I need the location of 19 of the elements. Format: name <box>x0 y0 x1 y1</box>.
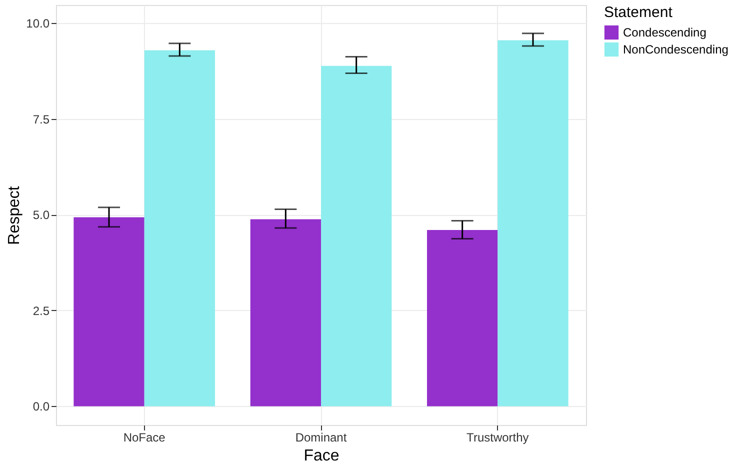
legend-label: Condescending <box>623 26 706 40</box>
x-tick-label: Dominant <box>295 430 348 444</box>
bar <box>250 219 321 406</box>
y-tick-label: 0.0 <box>32 400 50 414</box>
y-tick-label: 7.5 <box>32 112 50 126</box>
bar <box>427 230 498 406</box>
bar <box>74 217 144 406</box>
legend-label: NonCondescending <box>623 42 728 56</box>
y-tick-label: 5.0 <box>32 208 50 222</box>
bar <box>321 66 392 406</box>
y-axis-title: Respect <box>6 186 24 245</box>
x-tick-label: NoFace <box>123 430 166 444</box>
x-axis-title: Face <box>304 448 340 464</box>
legend-title: Statement <box>604 4 674 21</box>
bar <box>498 40 568 406</box>
bar <box>144 50 215 406</box>
y-tick-label: 2.5 <box>32 304 50 318</box>
y-tick-label: 10.0 <box>26 16 50 31</box>
x-tick-label: Trustworthy <box>466 430 529 444</box>
